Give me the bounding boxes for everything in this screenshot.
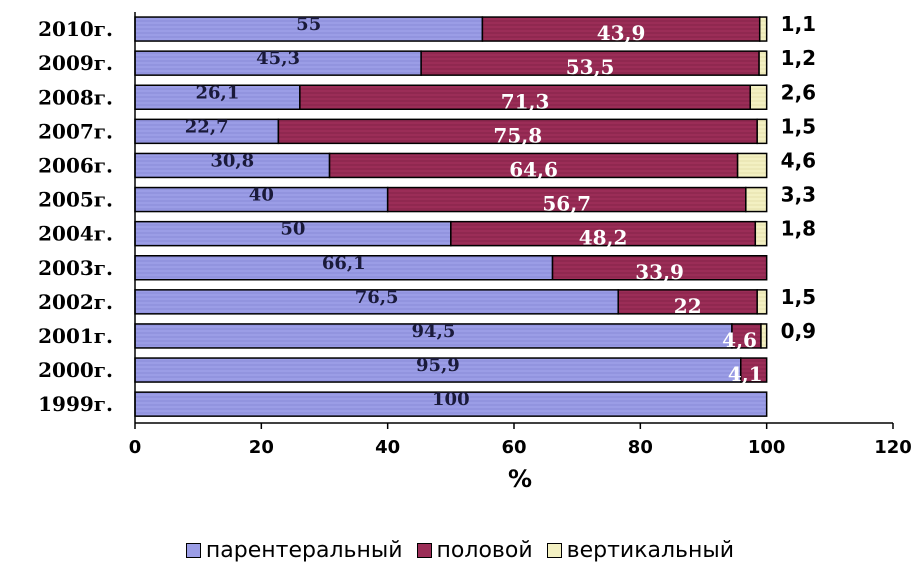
data-label-sexual: 71,3 [501,89,550,113]
bar-vertical [745,186,768,213]
bar-vertical [756,289,768,315]
data-label-sexual: 33,9 [635,260,684,284]
x-tick-label: 60 [501,437,526,458]
bar-vertical [758,50,768,76]
data-label-sexual: 48,2 [579,226,628,250]
data-label-vertical: 1,1 [781,12,816,36]
legend-item-parenteral: парентеральный [185,538,403,563]
legend-item-vertical: вертикальный [546,538,735,563]
data-label-vertical: 2,6 [781,80,816,104]
legend-swatch-vertical [546,543,562,558]
data-label-vertical: 1,2 [781,46,816,70]
data-label-vertical: 4,6 [781,148,816,172]
bar-sexual [740,357,768,383]
bar-sexual [277,118,758,145]
data-label-vertical: 1,5 [781,114,816,138]
data-label-parenteral: 26,1 [196,82,240,103]
bar-sexual [299,84,751,110]
data-label-sexual: 22 [674,294,702,318]
stacked-bar-chart: 2010г. 55 43,9 1,1 2009г. 45,3 53,5 1,2 2008г. 26… [38,12,912,493]
bar-sexual [386,186,747,213]
bar-parenteral [134,84,301,110]
category-label: 2001г. [38,324,113,348]
category-label: 2000г. [38,358,113,382]
x-tick-label: 80 [628,437,653,458]
bar-parenteral [134,391,768,417]
legend-swatch-sexual [416,543,432,558]
x-tick-label: 100 [748,437,786,458]
x-tick-label: 40 [375,437,400,458]
bar-sexual [551,255,768,281]
data-label-parenteral: 66,1 [322,253,366,274]
data-label-sexual: 43,9 [597,21,646,45]
data-label-parenteral: 95,9 [416,355,460,376]
data-label-parenteral: 94,5 [412,321,456,342]
bar-sexual [731,323,762,349]
data-label-vertical: 3,3 [781,183,816,207]
data-label-parenteral: 45,3 [256,48,300,69]
x-tick-label: 20 [249,437,274,458]
data-label-vertical: 1,8 [781,217,816,241]
data-label-parenteral: 22,7 [185,116,229,137]
bar-parenteral [134,220,452,247]
data-label-sexual: 56,7 [542,192,591,216]
category-label: 2005г. [38,188,113,212]
data-label-parenteral: 76,5 [355,287,399,308]
bar-vertical [760,323,768,349]
legend-label-parenteral: парентеральный [205,538,403,563]
category-label: 1999г. [38,392,113,416]
x-axis-title: % [508,465,532,493]
bar-vertical [736,152,768,179]
bar-vertical [754,220,768,247]
bar-sexual [328,152,739,179]
category-label: 2004г. [38,222,113,246]
data-label-parenteral: 30,8 [210,150,254,171]
data-label-vertical: 0,9 [781,319,816,343]
legend-item-sexual: половой [416,538,533,563]
bar-vertical [756,118,768,145]
data-label-sexual: 64,6 [509,157,558,181]
legend: парентеральный половой вертикальный [0,538,920,563]
category-label: 2008г. [38,85,113,109]
data-label-sexual: 4,1 [728,362,763,386]
plot-area: 2010г. 55 43,9 1,1 2009г. 45,3 53,5 1,2 2008г. 26… [38,12,912,458]
bar-sexual [481,16,761,42]
category-label: 2003г. [38,256,113,280]
x-tick-label: 120 [874,437,912,458]
bar-parenteral [134,50,422,76]
data-label-parenteral: 55 [296,14,321,35]
category-label: 2007г. [38,119,113,143]
legend-label-vertical: вертикальный [566,538,735,563]
bar-vertical [758,16,768,42]
bar-parenteral [134,118,280,145]
category-label: 2010г. [38,17,113,41]
legend-label-sexual: половой [436,538,533,563]
bar-vertical [749,84,768,110]
bar-sexual [450,220,757,247]
data-label-parenteral: 100 [432,389,470,410]
category-label: 2009г. [38,51,113,75]
data-label-sexual: 53,5 [566,55,615,79]
category-label: 2002г. [38,290,113,314]
data-label-vertical: 1,5 [781,285,816,309]
bar-parenteral [134,323,733,349]
data-label-parenteral: 40 [249,185,274,206]
legend-swatch-parenteral [185,543,201,558]
data-label-sexual: 75,8 [493,123,542,147]
x-tick-label: 0 [129,437,142,458]
data-label-parenteral: 50 [280,219,305,240]
data-label-sexual: 4,6 [722,328,757,352]
category-label: 2006г. [38,153,113,177]
